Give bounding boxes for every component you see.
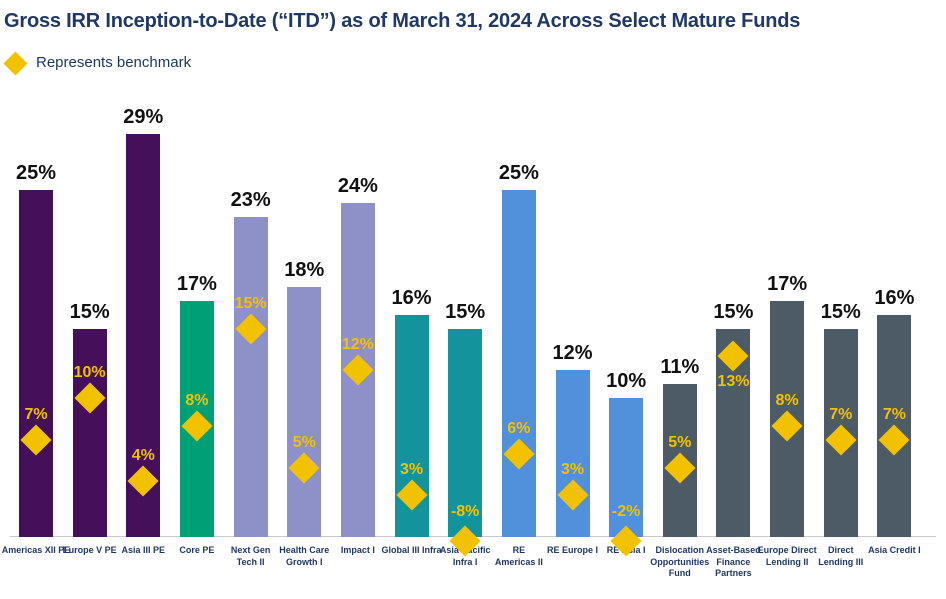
bar-value-label: 15% (820, 300, 861, 323)
benchmark-label: 10% (73, 364, 106, 381)
bar-value-label: 11% (660, 356, 700, 379)
category-label: Next Gen Tech II (230, 545, 271, 567)
benchmark-label: 7% (24, 405, 48, 423)
benchmark-label: -2% (611, 503, 641, 520)
benchmark-label: 5% (668, 433, 692, 451)
category-label: Europe V PE (62, 545, 117, 555)
bar (609, 398, 644, 537)
category-label: RE Americas II (494, 545, 543, 567)
bar-value-label: 15% (713, 300, 754, 323)
legend-label: Represents benchmark (36, 54, 192, 71)
category-label: Health Care Growth I (279, 545, 330, 567)
bar (555, 370, 590, 537)
bar-value-label: 12% (552, 342, 593, 365)
category-label: Core PE (179, 545, 215, 555)
bar (233, 217, 268, 537)
bar-value-label: 15% (445, 300, 486, 323)
benchmark-label: 8% (185, 391, 209, 409)
category-label: Asset-Based Finance Partners (706, 545, 761, 579)
bar-value-label: 18% (284, 258, 325, 281)
benchmark-label: 5% (292, 433, 316, 451)
benchmark-label: 8% (775, 391, 799, 409)
bar (287, 286, 322, 537)
category-label: Asia Pacific Infra I (439, 545, 491, 567)
bar (72, 328, 107, 537)
benchmark-label: 15% (234, 294, 267, 312)
bar-value-label: 16% (391, 286, 432, 309)
bar-value-label: 17% (176, 272, 217, 295)
bar (448, 328, 483, 537)
benchmark-label: 13% (717, 373, 750, 391)
benchmark-label: 4% (131, 447, 155, 465)
benchmark-label: 7% (882, 405, 906, 423)
bar-value-label: 10% (606, 370, 647, 392)
benchmark-label: 7% (829, 405, 853, 423)
bar-value-label: 23% (230, 189, 271, 212)
benchmark-label: 3% (399, 461, 424, 479)
bar (501, 189, 536, 537)
category-label: Global III Infra (381, 545, 442, 555)
category-label: Dislocation Opportunities Fund (650, 545, 710, 579)
bar-value-label: 15% (69, 300, 110, 323)
page-title: Gross IRR Inception-to-Date (“ITD”) as o… (4, 10, 801, 32)
category-label: Asia Credit I (868, 545, 921, 555)
bar-value-label: 25% (15, 161, 57, 184)
benchmark-label: 6% (507, 419, 531, 437)
category-label: RE Europe I (546, 545, 598, 555)
benchmark-label: -8% (450, 503, 480, 520)
category-label: Americas XII PE (1, 545, 71, 555)
bar-value-label: 24% (337, 175, 378, 198)
benchmark-label: 3% (560, 461, 585, 479)
bar-value-label: 29% (123, 105, 164, 128)
bar-value-label: 17% (767, 272, 808, 295)
category-label: Direct Lending III (818, 545, 864, 567)
benchmark-label: 12% (341, 336, 374, 354)
bar (19, 189, 53, 537)
category-label: Europe Direct Lending II (757, 545, 817, 567)
bar-value-label: 25% (498, 161, 539, 184)
category-label: Impact I (340, 545, 375, 555)
bar-value-label: 16% (874, 286, 915, 309)
category-label: Asia III PE (121, 545, 166, 555)
